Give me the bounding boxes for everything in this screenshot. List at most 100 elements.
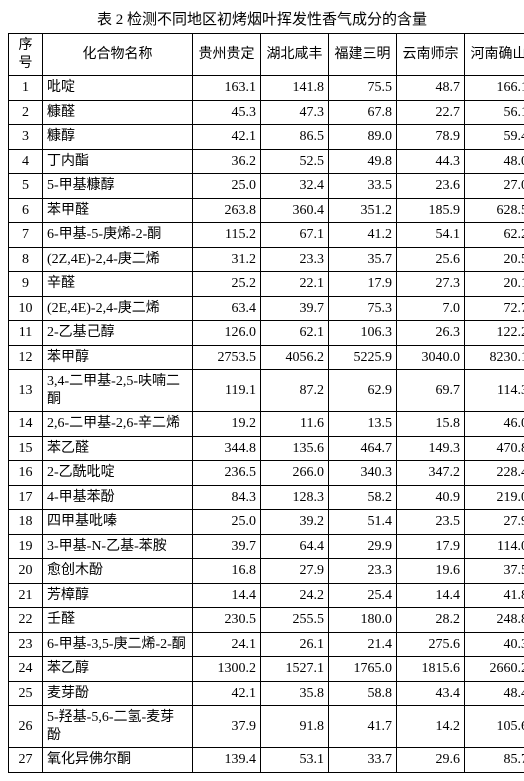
cell-value: 1300.2 [193, 657, 261, 682]
cell-name: 苯乙醛 [43, 436, 193, 461]
cell-value: 51.4 [329, 510, 397, 535]
cell-name: 5-羟基-5,6-二氢-麦芽酚 [43, 706, 193, 748]
cell-seq: 24 [9, 657, 43, 682]
cell-seq: 17 [9, 485, 43, 510]
cell-seq: 23 [9, 632, 43, 657]
cell-seq: 15 [9, 436, 43, 461]
cell-value: 85.7 [465, 748, 524, 773]
cell-name: 吡啶 [43, 76, 193, 101]
cell-value: 63.4 [193, 296, 261, 321]
cell-value: 89.0 [329, 125, 397, 150]
table-row: 18四甲基吡嗪25.039.251.423.527.9 [9, 510, 524, 535]
cell-value: 35.8 [261, 681, 329, 706]
cell-seq: 19 [9, 534, 43, 559]
cell-value: 28.2 [397, 608, 465, 633]
cell-value: 52.5 [261, 149, 329, 174]
cell-seq: 16 [9, 461, 43, 486]
cell-seq: 13 [9, 370, 43, 412]
cell-value: 135.6 [261, 436, 329, 461]
cell-value: 91.8 [261, 706, 329, 748]
cell-value: 139.4 [193, 748, 261, 773]
cell-value: 4056.2 [261, 345, 329, 370]
cell-value: 25.0 [193, 174, 261, 199]
cell-value: 32.4 [261, 174, 329, 199]
cell-value: 25.2 [193, 272, 261, 297]
cell-seq: 4 [9, 149, 43, 174]
cell-value: 44.3 [397, 149, 465, 174]
cell-name: 2-乙酰吡啶 [43, 461, 193, 486]
cell-name: 糠醛 [43, 100, 193, 125]
cell-value: 5225.9 [329, 345, 397, 370]
cell-value: 24.1 [193, 632, 261, 657]
cell-name: 6-甲基-5-庚烯-2-酮 [43, 223, 193, 248]
cell-value: 27.3 [397, 272, 465, 297]
cell-seq: 2 [9, 100, 43, 125]
cell-value: 69.7 [397, 370, 465, 412]
cell-value: 219.0 [465, 485, 524, 510]
cell-value: 27.9 [261, 559, 329, 584]
cell-value: 29.9 [329, 534, 397, 559]
cell-value: 56.1 [465, 100, 524, 125]
cell-value: 41.2 [329, 223, 397, 248]
table-row: 6苯甲醛263.8360.4351.2185.9628.5 [9, 198, 524, 223]
cell-value: 59.4 [465, 125, 524, 150]
cell-value: 25.6 [397, 247, 465, 272]
cell-name: (2E,4E)-2,4-庚二烯 [43, 296, 193, 321]
cell-value: 78.9 [397, 125, 465, 150]
table-row: 174-甲基苯酚84.3128.358.240.9219.0 [9, 485, 524, 510]
cell-value: 25.4 [329, 583, 397, 608]
cell-value: 67.1 [261, 223, 329, 248]
cell-value: 351.2 [329, 198, 397, 223]
cell-name: 苯甲醇 [43, 345, 193, 370]
cell-value: 54.1 [397, 223, 465, 248]
cell-value: 115.2 [193, 223, 261, 248]
cell-seq: 1 [9, 76, 43, 101]
cell-name: 愈创木酚 [43, 559, 193, 584]
cell-value: 122.2 [465, 321, 524, 346]
table-row: 21芳樟醇14.424.225.414.441.8 [9, 583, 524, 608]
cell-value: 64.4 [261, 534, 329, 559]
cell-value: 62.2 [465, 223, 524, 248]
cell-name: 壬醛 [43, 608, 193, 633]
table-row: 55-甲基糠醇25.032.433.523.627.0 [9, 174, 524, 199]
cell-value: 23.3 [261, 247, 329, 272]
cell-value: 24.2 [261, 583, 329, 608]
cell-value: 35.7 [329, 247, 397, 272]
cell-value: 347.2 [397, 461, 465, 486]
cell-name: 糠醇 [43, 125, 193, 150]
cell-value: 37.5 [465, 559, 524, 584]
cell-seq: 22 [9, 608, 43, 633]
cell-value: 45.3 [193, 100, 261, 125]
cell-value: 119.1 [193, 370, 261, 412]
cell-name: 麦芽酚 [43, 681, 193, 706]
col-c3: 福建三明 [329, 34, 397, 76]
cell-value: 1815.6 [397, 657, 465, 682]
cell-value: 141.8 [261, 76, 329, 101]
cell-value: 360.4 [261, 198, 329, 223]
cell-value: 46.0 [465, 412, 524, 437]
cell-value: 86.5 [261, 125, 329, 150]
cell-value: 236.5 [193, 461, 261, 486]
cell-value: 1527.1 [261, 657, 329, 682]
cell-seq: 12 [9, 345, 43, 370]
cell-value: 185.9 [397, 198, 465, 223]
cell-name: 芳樟醇 [43, 583, 193, 608]
table-row: 1吡啶163.1141.875.548.7166.1 [9, 76, 524, 101]
cell-value: 470.8 [465, 436, 524, 461]
cell-seq: 20 [9, 559, 43, 584]
cell-value: 230.5 [193, 608, 261, 633]
cell-value: 19.2 [193, 412, 261, 437]
cell-value: 33.5 [329, 174, 397, 199]
cell-seq: 6 [9, 198, 43, 223]
table-title: 表 2 检测不同地区初烤烟叶挥发性香气成分的含量 [8, 8, 516, 29]
cell-value: 43.4 [397, 681, 465, 706]
cell-value: 40.9 [397, 485, 465, 510]
cell-value: 17.9 [329, 272, 397, 297]
cell-seq: 25 [9, 681, 43, 706]
cell-name: 3,4-二甲基-2,5-呋喃二酮 [43, 370, 193, 412]
cell-value: 49.8 [329, 149, 397, 174]
cell-value: 48.0 [465, 149, 524, 174]
cell-seq: 11 [9, 321, 43, 346]
col-name: 化合物名称 [43, 34, 193, 76]
cell-seq: 18 [9, 510, 43, 535]
